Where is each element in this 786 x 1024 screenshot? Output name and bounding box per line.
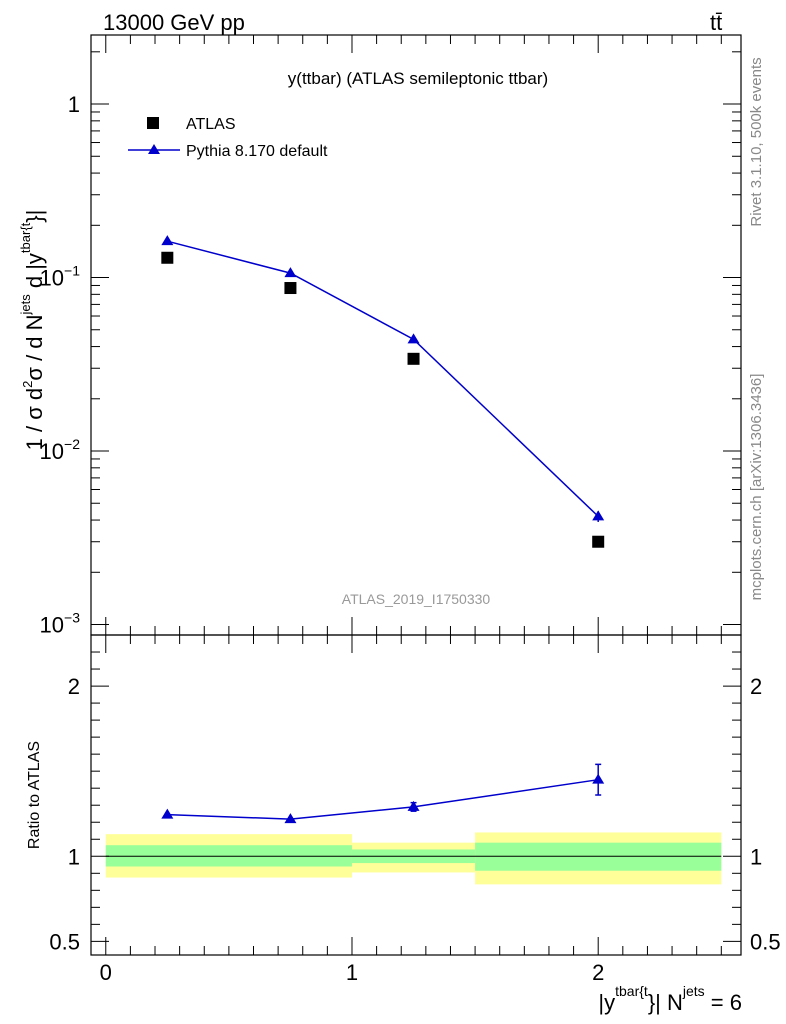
- ratio-pythia-point: [284, 813, 297, 824]
- xlabel-sup-1: tbar{t: [615, 983, 648, 999]
- chart-title: y(ttbar) (ATLAS semileptonic ttbar): [288, 69, 548, 88]
- legend-atlas-label: ATLAS: [186, 116, 236, 133]
- ratio-uncertainty-bands: [105, 832, 722, 885]
- atlas-point: [284, 282, 297, 295]
- main-y-tick-exponent: −2: [64, 436, 80, 452]
- main-x-ticks: [105, 35, 722, 635]
- atlas-point: [592, 535, 605, 548]
- ylabel-part-4: }|: [22, 210, 47, 223]
- atlas-point: [161, 251, 174, 264]
- xlabel-sup-2: jets: [682, 983, 705, 999]
- xlabel-suffix: = 6: [705, 990, 742, 1015]
- main-y-tick-label: 10−2: [40, 436, 81, 464]
- ratio-pythia-point: [592, 773, 605, 784]
- main-y-tick-exponent: −3: [64, 610, 80, 626]
- ratio-y-tick-label-left: 0.5: [49, 929, 80, 954]
- ratio-y-tick-label-right: 2: [750, 674, 762, 699]
- main-y-tick-base: 10: [40, 439, 64, 464]
- ylabel-sup-jets: jets: [18, 294, 33, 316]
- x-axis-title: |ytbar{t}| Njets = 6: [598, 983, 742, 1015]
- legend-atlas-marker: [147, 117, 159, 129]
- ratio-panel: 0.5 0.5 1 1 2 2 0 1 2: [49, 634, 781, 985]
- ratio-pythia-line: [167, 778, 599, 820]
- legend-pythia-marker: [148, 144, 160, 154]
- xlabel-prefix: |y: [598, 990, 615, 1015]
- atlas-point: [407, 352, 420, 365]
- x-tick-label: 0: [100, 960, 112, 985]
- main-y-tick-labels: 110−110−210−3: [40, 92, 81, 637]
- ratio-pythia-point: [407, 800, 420, 811]
- pythia-point: [407, 333, 420, 344]
- ratio-series: [161, 763, 605, 824]
- header-energy-label: 13000 GeV pp: [103, 10, 245, 35]
- ylabel-sup-2: 2: [20, 381, 35, 388]
- ylabel-part-1: 1 / σ d: [22, 388, 47, 451]
- main-y-tick-exponent: −1: [64, 263, 80, 279]
- main-panel: 110−110−210−3 y(ttbar) (ATLAS semilepton…: [40, 34, 742, 638]
- xlabel-mid: }| N: [648, 990, 683, 1015]
- ylabel-sup-tbar: tbar{t: [18, 222, 33, 253]
- main-y-axis-title: 1 / σ d2σ / d Njets d |ytbar{t}|: [18, 210, 47, 451]
- legend-pythia-label: Pythia 8.170 default: [186, 143, 328, 160]
- ratio-y-tick-label-left: 1: [68, 844, 80, 869]
- pythia-point: [161, 235, 174, 246]
- main-y-tick-label: 10−3: [40, 610, 81, 638]
- main-series: [161, 235, 605, 548]
- x-tick-label: 1: [346, 960, 358, 985]
- ratio-frame: [90, 634, 742, 956]
- main-y-tick-base: 10: [40, 613, 64, 638]
- legend: ATLAS Pythia 8.170 default: [128, 116, 328, 160]
- ylabel-part-2: σ / d N: [22, 314, 47, 380]
- mcplots-source-label: mcplots.cern.ch [arXiv:1306.3436]: [748, 374, 765, 601]
- pythia-line: [167, 240, 599, 517]
- ratio-y-axis-title: Ratio to ATLAS: [26, 741, 43, 849]
- main-y-tick-label: 1: [68, 92, 80, 117]
- main-y-tick-label: 10−1: [40, 263, 81, 291]
- ratio-y-tick-label-left: 2: [68, 674, 80, 699]
- ratio-y-tick-label-right: 1: [750, 844, 762, 869]
- ylabel-part-3: d |y: [22, 253, 47, 294]
- svg-text:1 / σ d2σ / d Njets d |ytbar{t: 1 / σ d2σ / d Njets d |ytbar{t}|: [18, 210, 47, 451]
- ratio-pythia-point: [161, 808, 174, 819]
- header-process-label: tt̄: [710, 10, 722, 35]
- rivet-version-label: Rivet 3.1.10, 500k events: [748, 57, 765, 226]
- pythia-point: [284, 267, 297, 278]
- x-tick-label: 2: [592, 960, 604, 985]
- analysis-watermark: ATLAS_2019_I1750330: [342, 591, 491, 607]
- ratio-y-tick-label-right: 0.5: [750, 929, 781, 954]
- main-y-ticks: [91, 51, 741, 626]
- ratio-ticks: 0.5 0.5 1 1 2 2 0 1 2: [49, 635, 781, 985]
- pythia-point: [592, 510, 605, 521]
- main-y-tick-base: 10: [40, 266, 64, 291]
